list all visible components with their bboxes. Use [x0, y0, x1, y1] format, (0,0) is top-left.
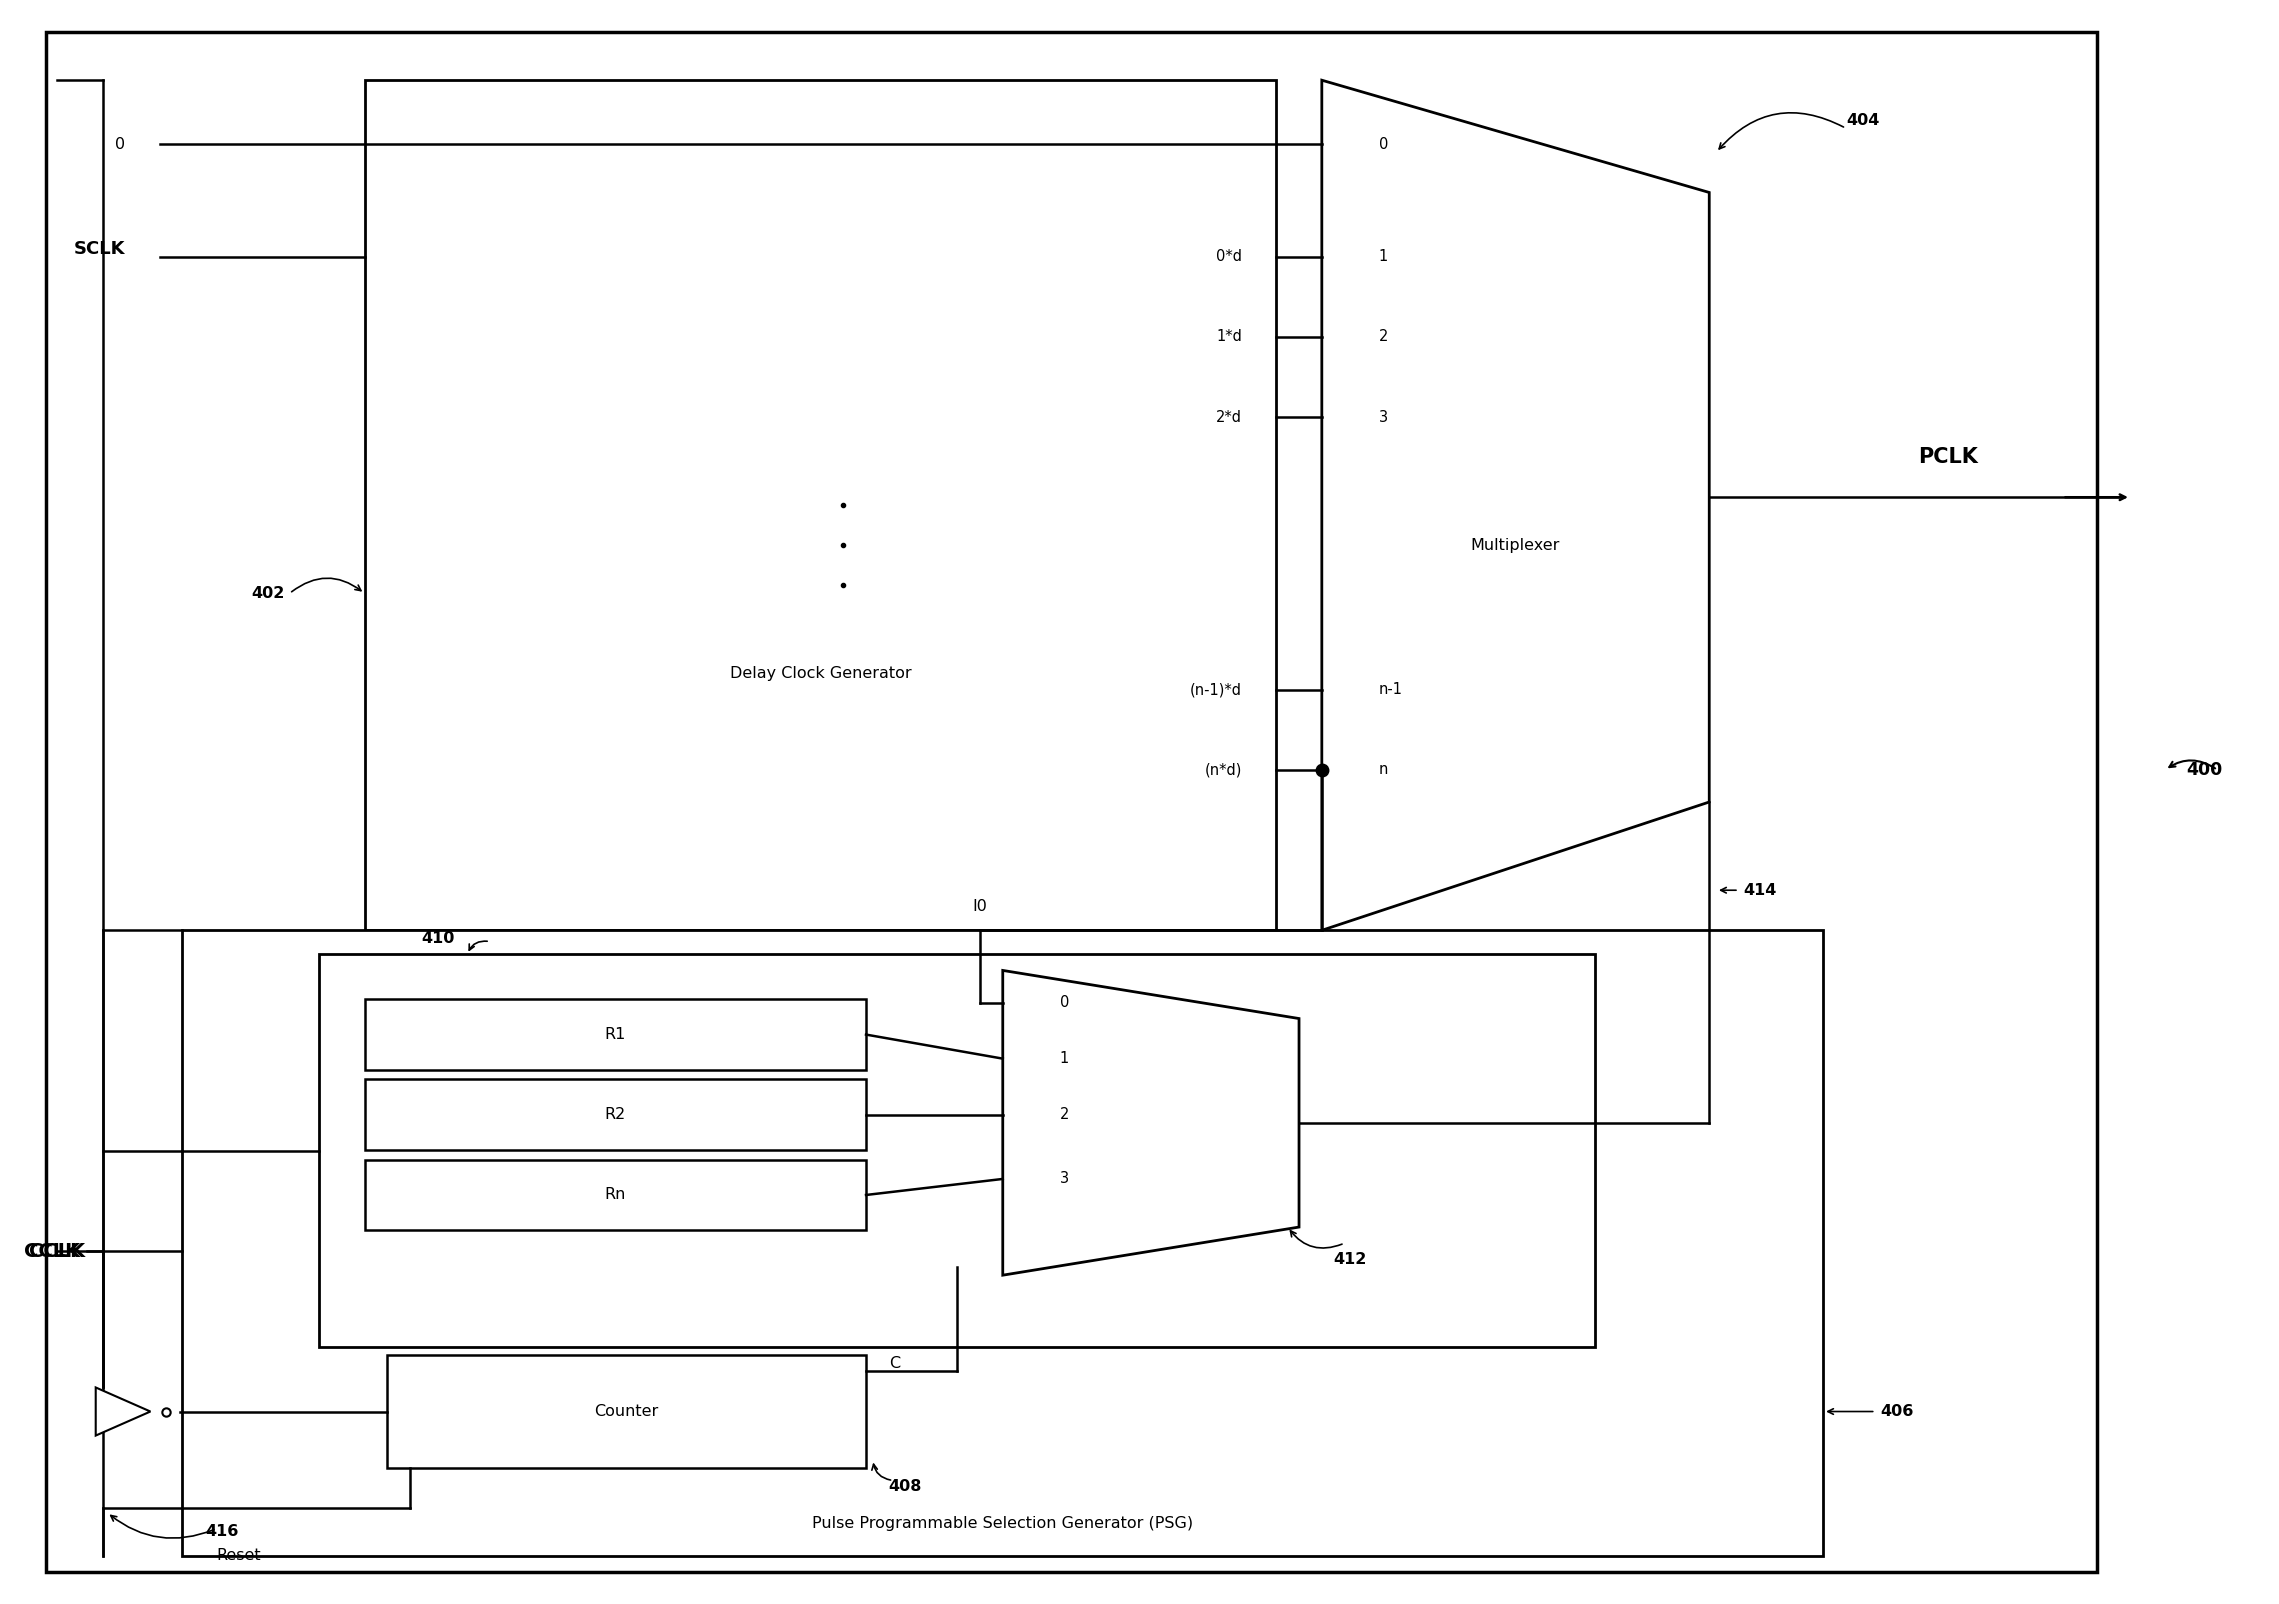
- Text: Multiplexer: Multiplexer: [1470, 537, 1561, 553]
- Bar: [182, 930, 1823, 1556]
- Text: 3: 3: [1060, 1171, 1069, 1187]
- Text: Rn: Rn: [604, 1187, 627, 1203]
- Text: (n-1)*d: (n-1)*d: [1190, 682, 1242, 698]
- Text: 1*d: 1*d: [1217, 329, 1242, 345]
- Text: 410: 410: [422, 930, 456, 946]
- Text: 0*d: 0*d: [1217, 249, 1242, 265]
- Text: 2: 2: [1379, 329, 1388, 345]
- Text: 1: 1: [1379, 249, 1388, 265]
- Text: Pulse Programmable Selection Generator (PSG): Pulse Programmable Selection Generator (…: [811, 1516, 1194, 1532]
- Polygon shape: [96, 1387, 150, 1436]
- Text: Reset: Reset: [217, 1548, 262, 1564]
- Text: 408: 408: [889, 1479, 923, 1495]
- Bar: [365, 999, 866, 1070]
- Bar: [365, 80, 1276, 930]
- Text: 2*d: 2*d: [1217, 409, 1242, 425]
- Text: I0: I0: [973, 898, 987, 914]
- Text: CCLK: CCLK: [30, 1241, 84, 1261]
- Text: 400: 400: [2186, 760, 2222, 780]
- Polygon shape: [1322, 80, 1709, 930]
- Text: SCLK: SCLK: [73, 239, 125, 258]
- Text: R1: R1: [604, 1027, 627, 1043]
- Text: 404: 404: [1846, 112, 1880, 128]
- Text: n-1: n-1: [1379, 682, 1404, 698]
- Text: 416: 416: [205, 1524, 239, 1540]
- Text: Delay Clock Generator: Delay Clock Generator: [729, 666, 912, 682]
- Text: 2: 2: [1060, 1107, 1069, 1123]
- Bar: [387, 1355, 866, 1468]
- Text: CCLK: CCLK: [23, 1241, 80, 1261]
- Text: 1: 1: [1060, 1051, 1069, 1067]
- Bar: [319, 954, 1595, 1347]
- Text: n: n: [1379, 762, 1388, 778]
- Text: 412: 412: [1333, 1251, 1367, 1267]
- Text: 0: 0: [1379, 136, 1388, 152]
- Bar: [365, 1160, 866, 1230]
- Text: (n*d): (n*d): [1206, 762, 1242, 778]
- Text: 402: 402: [251, 585, 285, 602]
- Text: R2: R2: [604, 1107, 627, 1123]
- Bar: [365, 1079, 866, 1150]
- Polygon shape: [1003, 970, 1299, 1275]
- Text: 3: 3: [1379, 409, 1388, 425]
- Text: C: C: [889, 1355, 900, 1371]
- Text: 0: 0: [1060, 994, 1069, 1011]
- Text: 414: 414: [1743, 882, 1778, 898]
- Text: 0: 0: [116, 136, 125, 152]
- Text: Counter: Counter: [595, 1404, 659, 1420]
- Text: PCLK: PCLK: [1919, 448, 1978, 467]
- Text: 406: 406: [1880, 1404, 1914, 1420]
